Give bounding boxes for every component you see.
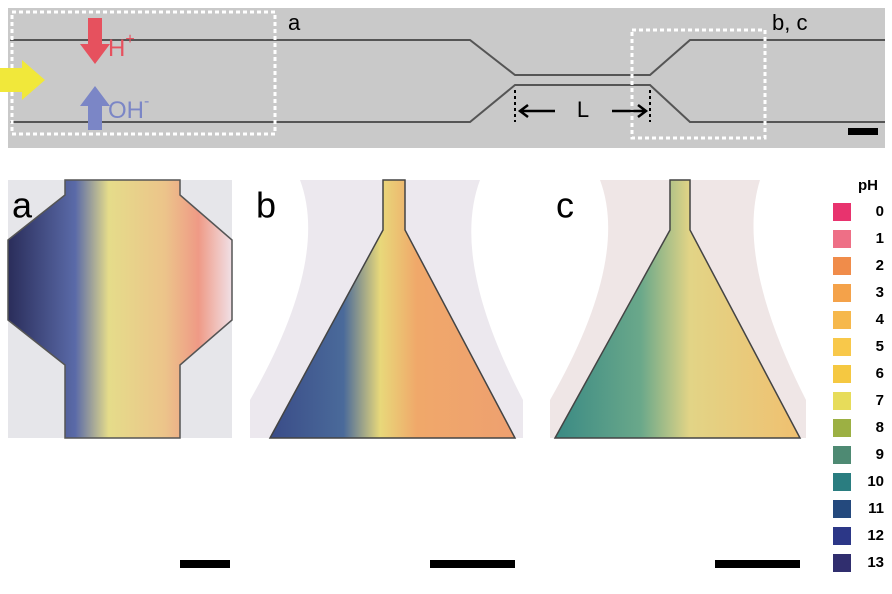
legend-label: 6 xyxy=(876,365,884,382)
length-label: L xyxy=(577,97,589,122)
legend-label: 2 xyxy=(876,257,884,274)
box-label: a xyxy=(288,10,301,35)
legend-label: 7 xyxy=(876,392,884,409)
legend-swatch xyxy=(833,419,851,437)
figure: a b, c H+ OH- L a b c pH 012345678910111… xyxy=(0,0,892,594)
legend-swatch xyxy=(833,554,851,572)
legend-swatch xyxy=(833,203,851,221)
panel-label: b xyxy=(256,185,276,226)
base-label: OH- xyxy=(108,93,149,124)
legend-label: 11 xyxy=(868,500,884,517)
legend-swatch xyxy=(833,392,851,410)
legend-swatch xyxy=(833,527,851,545)
panel-label: a xyxy=(12,185,33,226)
legend-label: 13 xyxy=(867,554,884,571)
legend-swatch xyxy=(833,500,851,518)
legend-label: 8 xyxy=(876,419,884,436)
legend-label: 10 xyxy=(867,473,884,490)
box-label: b, c xyxy=(772,10,807,35)
legend-swatch xyxy=(833,365,851,383)
legend-label: 1 xyxy=(876,230,884,247)
legend-label: 3 xyxy=(876,284,884,301)
legend-swatch xyxy=(833,257,851,275)
scale-bar xyxy=(848,128,878,135)
legend-title: pH xyxy=(858,177,878,194)
legend-swatch xyxy=(833,446,851,464)
scale-bar xyxy=(430,560,515,568)
scale-bar xyxy=(715,560,800,568)
panel-label: c xyxy=(556,185,574,226)
legend-swatch xyxy=(833,230,851,248)
legend-swatch xyxy=(833,338,851,356)
legend-label: 12 xyxy=(867,527,884,544)
legend-label: 5 xyxy=(876,338,884,355)
legend-label: 4 xyxy=(876,311,885,328)
legend-swatch xyxy=(833,284,851,302)
legend-label: 0 xyxy=(876,203,884,220)
legend-label: 9 xyxy=(876,446,884,463)
legend-swatch xyxy=(833,473,851,491)
legend-swatch xyxy=(833,311,851,329)
scale-bar xyxy=(180,560,230,568)
